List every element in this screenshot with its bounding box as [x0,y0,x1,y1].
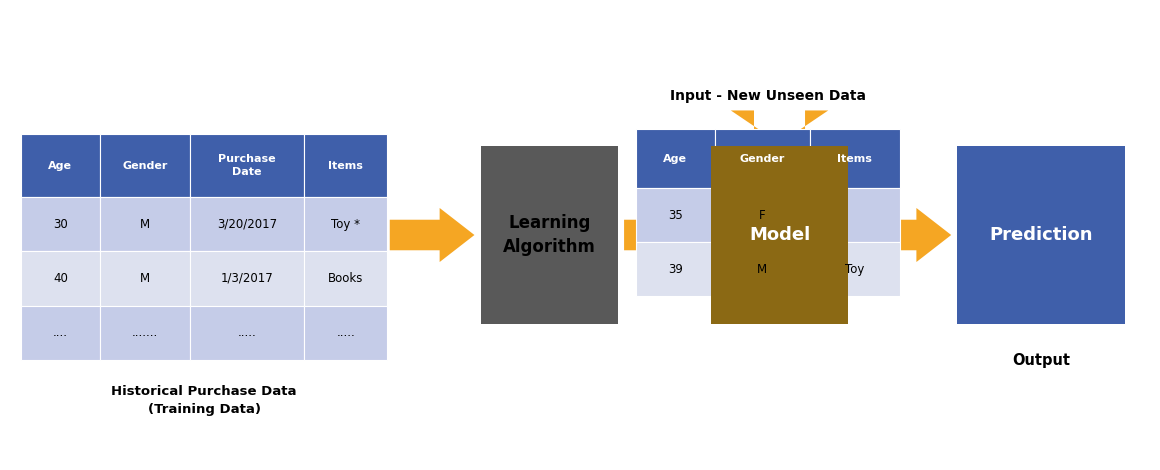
Text: M: M [757,263,767,275]
FancyBboxPatch shape [715,242,810,296]
Text: Input - New Unseen Data: Input - New Unseen Data [670,89,865,103]
Text: Age: Age [664,154,687,164]
FancyBboxPatch shape [715,129,810,188]
FancyBboxPatch shape [715,188,810,242]
Text: F: F [759,209,766,221]
Text: Gender: Gender [122,161,168,171]
Polygon shape [854,208,951,262]
Text: Items: Items [328,161,363,171]
FancyBboxPatch shape [810,129,900,188]
FancyBboxPatch shape [21,251,100,306]
FancyBboxPatch shape [190,251,304,306]
Text: 40: 40 [53,272,67,285]
FancyBboxPatch shape [810,242,900,296]
Text: 1/3/2017: 1/3/2017 [220,272,274,285]
FancyBboxPatch shape [481,146,618,324]
Text: Toy *: Toy * [332,218,360,231]
FancyBboxPatch shape [711,146,848,324]
Polygon shape [624,208,705,262]
Text: Items: Items [838,154,872,164]
FancyBboxPatch shape [636,242,715,296]
Text: M: M [140,218,150,231]
FancyBboxPatch shape [304,251,387,306]
FancyBboxPatch shape [21,134,100,197]
FancyBboxPatch shape [304,134,387,197]
FancyBboxPatch shape [100,134,190,197]
Text: M: M [140,272,150,285]
FancyBboxPatch shape [190,134,304,197]
Text: Purchase
Date: Purchase Date [218,155,276,177]
Text: 30: 30 [53,218,67,231]
Text: Model: Model [749,226,810,244]
Text: Books: Books [328,272,363,285]
Polygon shape [731,110,828,188]
FancyBboxPatch shape [190,306,304,360]
Text: Gender: Gender [739,154,785,164]
FancyBboxPatch shape [100,306,190,360]
FancyBboxPatch shape [190,197,304,251]
Text: Historical Purchase Data
(Training Data): Historical Purchase Data (Training Data) [111,385,297,416]
Text: Prediction: Prediction [989,226,1093,244]
FancyBboxPatch shape [21,306,100,360]
Text: 3/20/2017: 3/20/2017 [217,218,277,231]
Text: .....: ..... [238,326,256,339]
FancyBboxPatch shape [810,188,900,242]
FancyBboxPatch shape [100,251,190,306]
Text: 35: 35 [668,209,682,221]
FancyBboxPatch shape [304,306,387,360]
Text: .......: ....... [132,326,158,339]
Text: 39: 39 [668,263,682,275]
Text: Toy: Toy [846,263,864,275]
FancyBboxPatch shape [636,129,715,188]
Text: .....: ..... [336,326,355,339]
FancyBboxPatch shape [636,188,715,242]
FancyBboxPatch shape [100,197,190,251]
FancyBboxPatch shape [957,146,1125,324]
FancyBboxPatch shape [304,197,387,251]
Text: ....: .... [53,326,67,339]
Polygon shape [390,208,474,262]
Text: Output: Output [1012,352,1070,368]
FancyBboxPatch shape [21,197,100,251]
Text: Age: Age [49,161,72,171]
Text: Learning
Algorithm: Learning Algorithm [503,214,596,256]
